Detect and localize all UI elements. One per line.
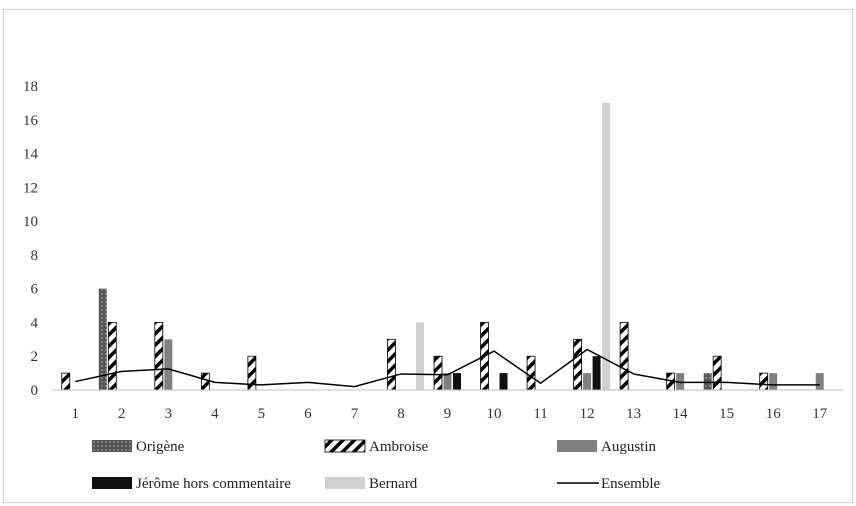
- chart-frame: [3, 9, 853, 503]
- x-tick-label: 17: [812, 406, 828, 422]
- bar-ambroise: [759, 372, 769, 391]
- bar-augustin: [443, 373, 452, 390]
- x-tick-label: 14: [673, 406, 689, 422]
- legend-swatch: [324, 439, 366, 453]
- legend-label: Ensemble: [601, 476, 660, 492]
- x-tick-label: 10: [487, 406, 502, 422]
- y-tick-label: 0: [31, 383, 39, 399]
- bar-ambroise: [387, 338, 396, 391]
- bar-ambroise: [61, 372, 71, 391]
- x-tick-label: 16: [766, 406, 782, 422]
- legend-label: Origène: [136, 439, 185, 455]
- y-tick-label: 2: [31, 349, 39, 365]
- x-tick-label: 3: [165, 406, 173, 422]
- bar-augustin: [769, 373, 778, 390]
- y-tick-label: 6: [31, 282, 39, 298]
- bar-jerome-hors-commentaire: [453, 373, 461, 390]
- bars-layer: [61, 102, 824, 391]
- y-tick-label: 10: [23, 214, 38, 230]
- legend-swatch: [325, 477, 365, 489]
- legend-swatch: [92, 440, 132, 452]
- x-tick-label: 4: [211, 406, 219, 422]
- x-tick-label: 12: [580, 406, 595, 422]
- legend-label: Augustin: [601, 439, 657, 455]
- bar-augustin: [676, 373, 685, 390]
- bar-ambroise: [200, 372, 210, 391]
- y-tick-label: 14: [23, 147, 39, 163]
- legend-label: Ambroise: [369, 439, 429, 455]
- bar-ambroise: [154, 322, 164, 391]
- bar-origene: [703, 373, 712, 390]
- x-tick-label: 5: [258, 406, 266, 422]
- x-tick-label: 8: [397, 406, 405, 422]
- bar-ambroise: [526, 355, 536, 391]
- legend-label: Bernard: [369, 476, 418, 492]
- x-tick-label: 13: [626, 406, 641, 422]
- x-tick-label: 11: [533, 406, 547, 422]
- y-tick-label: 8: [31, 248, 39, 264]
- legend-swatch: [557, 440, 597, 452]
- y-axis-ticks: 0 2 4 6 8 10 12 14 16 18: [23, 79, 39, 399]
- y-tick-label: 4: [31, 315, 39, 331]
- bar-bernard: [415, 322, 424, 390]
- bar-jerome-hors-commentaire: [592, 356, 601, 390]
- bar-ambroise: [619, 322, 629, 391]
- x-tick-label: 15: [719, 406, 734, 422]
- y-tick-label: 18: [23, 79, 38, 95]
- bar-augustin: [164, 339, 173, 390]
- ensemble-line-layer: [75, 348, 820, 388]
- line-ensemble: [75, 348, 820, 388]
- bar-ambroise: [433, 355, 443, 391]
- x-tick-label: 9: [444, 406, 452, 422]
- y-tick-label: 16: [23, 113, 39, 129]
- x-tick-label: 1: [72, 406, 80, 422]
- bar-ambroise: [712, 355, 722, 391]
- bar-jerome-hors-commentaire: [499, 373, 508, 390]
- x-axis-ticks: 1 2 3 4 5 6 7 8 9 10 11 12 13 14 15 16 17: [72, 406, 828, 422]
- bar-ambroise: [107, 322, 117, 391]
- legend-label: Jérôme hors commentaire: [136, 476, 291, 492]
- bar-bernard: [602, 102, 611, 390]
- legend-swatch: [92, 477, 132, 489]
- legend: Origène Ambroise Augustin Jérôme hors comme…: [92, 439, 660, 492]
- x-tick-label: 2: [118, 406, 126, 422]
- x-tick-label: 6: [304, 406, 312, 422]
- y-tick-label: 12: [23, 180, 38, 196]
- bar-augustin: [583, 373, 592, 390]
- bar-augustin: [815, 373, 824, 390]
- x-tick-label: 7: [351, 406, 359, 422]
- bar-ambroise: [573, 338, 582, 391]
- bar-origene: [98, 288, 107, 390]
